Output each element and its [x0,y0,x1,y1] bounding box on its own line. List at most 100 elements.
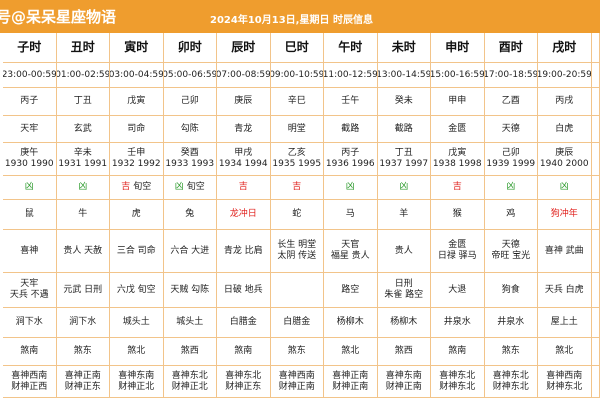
column-header: 酉时 [484,33,538,63]
table-cell: 龙冲日 [217,200,271,230]
cell-text: 屋上土 [550,317,578,327]
clash-label: 冲年 [559,209,578,219]
cell-line: 涧下水 [16,317,43,328]
cell-line: 太阴 传送 [277,251,316,262]
cell-line: 戊寅 [127,96,145,107]
cell-line: 甲戌 [234,148,252,159]
cell-text: 壬午 [341,96,360,106]
cell-text: 天贼 勾陈 [170,284,210,295]
cell-text: 乙酉 [501,96,520,106]
cell-line: 喜神 [20,246,38,257]
cell-text: 15:00-16:59 [431,69,485,80]
cell-text: 青龙 比肩 [223,245,263,256]
table-cell: 凶 [324,176,378,200]
cell-line: 丙子 [341,148,359,159]
cell-line: 03:00-04:59 [110,70,163,81]
cell-text: 天德 [501,123,520,134]
cell-line: 1940 2000 [540,159,589,170]
cell-text: 07:00-08:59 [217,69,271,80]
cell-text: 白腊金 [229,317,257,327]
cell-line: 1932 1992 [112,159,161,170]
cell-line: 吉 [292,182,301,193]
cell-line: 虎 [132,209,141,220]
cell-line: 马 [346,209,355,220]
table-cell [591,116,600,143]
cell-line: 财神东北 [493,382,529,393]
cell-text: 1937 1997 [379,159,429,169]
column-header: 辰时 [217,33,271,63]
table-cell: 辛未 1931 1991 [56,143,110,176]
cell-text: 财神正北 [171,381,208,392]
table-cell: 羊 [377,200,431,230]
cell-line: 15:00-16:59 [431,69,485,81]
animal: 猴 [452,209,462,219]
table-cell: 乙酉 [484,88,538,116]
cell-line: 六合 大进 [170,246,209,257]
cell-text: 煞东 [287,346,306,356]
cell-text: 贵人 天赦 [63,245,103,256]
cell-text: 煞西 [394,346,413,356]
table-cell [591,176,600,200]
table-cell: 煞东 [56,338,110,366]
table-cell: 丁丑 [56,88,110,116]
cell-text: 路空 [341,284,360,295]
luck-label: 凶 [506,182,516,192]
table-cell: 19:00-20:59 [538,63,592,88]
cell-text: 1936 1996 [325,159,375,169]
cell-text: 煞西 [180,346,199,356]
cell-text: 金匮 [448,240,467,250]
cell-line: 煞西 [181,346,199,357]
cell-text: 天官 [341,240,360,250]
cell-line: 狗食 [502,285,520,296]
table-cell: 13:00-14:59 [377,63,431,88]
cell-text: 1939 1999 [486,159,536,169]
table-cell: 井泉水 [484,308,538,338]
cell-line: 白腊金 [230,317,257,328]
table-cell: 喜神西南 财神正西 [3,366,57,398]
cell-line: 朱雀 路空 [384,290,423,301]
table-cell: 甲戌 1934 1994 [217,143,271,176]
cell-text: 井泉水 [443,317,471,327]
cell-text: 青龙 [234,123,253,134]
cell-line: 天官 [341,240,359,251]
table-cell: 截路 [324,116,378,143]
table-cell: 09:00-10:59 [270,63,324,88]
cell-line: 凶 [78,182,87,193]
cell-text: 1938 1998 [432,159,482,169]
cell-text: 财神正南 [385,381,422,392]
cell-text: 长生 明堂 [277,240,317,250]
cell-text: 煞北 [341,346,360,356]
table-cell: 白腊金 [270,308,324,338]
top-bar: 号@呆呆星座物语 2024年10月13日,星期日 时辰信息 [0,0,600,33]
table-cell: 07:00-08:59 [217,63,271,88]
clash-label: 冲日 [238,209,257,219]
table-cell: 煞西 [163,338,217,366]
cell-line: 1931 1991 [58,159,107,170]
cell-text: 六合 大进 [170,245,210,256]
cell-text: 丁丑 [394,148,413,158]
cell-text: 煞东 [501,346,520,356]
cell-text: 丁丑 [73,96,92,106]
cell-text: 太阴 传送 [277,251,317,261]
cell-text: 财神正南 [278,381,315,392]
table-cell: 煞南 [431,338,485,366]
cell-text: 1934 1994 [218,159,268,169]
cell-line: 05:00-06:59 [164,70,217,81]
cell-text: 财神正北 [118,381,155,392]
cell-line: 喜神东北 [172,371,208,382]
table-cell: 喜神东北 财神东北 [431,366,485,398]
cell-text: 13:00-14:59 [377,69,431,80]
column-label: 辰时 [231,40,256,54]
table-cell: 天牢 天兵 不遇 [3,273,57,308]
table-cell: 鸡 [484,200,538,230]
animal: 马 [345,209,355,219]
table-cell: 玄武 [56,116,110,143]
cell-line: 19:00-20:59 [538,70,591,81]
cell-line: 喜神东南 [386,371,422,382]
cell-text: 喜神正南 [332,370,369,381]
animal: 牛 [78,209,88,219]
cell-text: 乙亥 [287,148,306,158]
cell-line: 截路 [341,124,359,135]
table-cell [591,200,600,230]
cell-text: 1930 1990 [4,159,54,169]
